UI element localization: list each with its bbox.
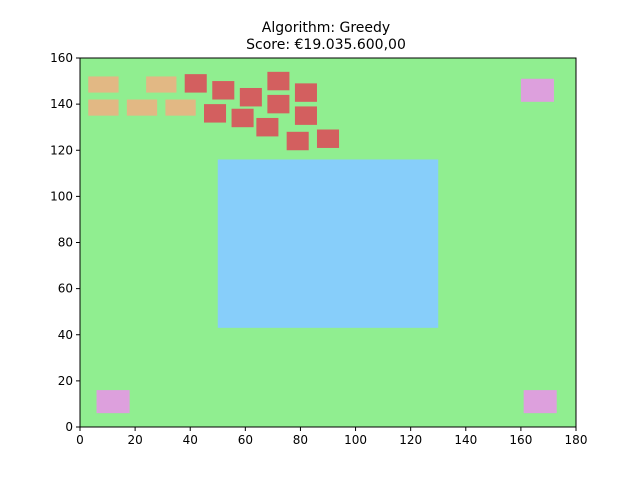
red-box-3 [239, 87, 262, 107]
red-box-9 [267, 94, 290, 114]
y-tick-label-60: 60 [58, 282, 73, 296]
x-tick-label-40: 40 [183, 433, 198, 447]
red-box-7 [231, 108, 254, 128]
red-box-12 [316, 129, 340, 148]
y-tick-label-40: 40 [58, 328, 73, 342]
red-box-4 [267, 71, 290, 91]
y-tick-label-100: 100 [50, 189, 73, 203]
corner-box-2 [523, 390, 557, 414]
x-tick-label-140: 140 [454, 433, 477, 447]
x-tick-label-60: 60 [238, 433, 253, 447]
y-tick-label-20: 20 [58, 374, 73, 388]
red-box-5 [294, 83, 317, 102]
red-box-2 [212, 81, 235, 100]
red-box-8 [256, 117, 279, 137]
red-box-10 [294, 106, 317, 125]
red-box-11 [286, 131, 309, 151]
x-tick-label-20: 20 [127, 433, 142, 447]
x-tick-label-100: 100 [344, 433, 367, 447]
plot-area [80, 58, 576, 427]
chart-title-line-2: Score: €19.035.600,00 [246, 37, 406, 53]
tan-box-1 [88, 76, 119, 93]
y-tick-label-120: 120 [50, 143, 73, 157]
chart-title-line-1: Algorithm: Greedy [262, 20, 390, 36]
tan-box-4 [126, 99, 158, 116]
main-area-rect [217, 159, 439, 328]
y-tick-label-80: 80 [58, 236, 73, 250]
x-tick-label-160: 160 [509, 433, 532, 447]
tan-box-3 [88, 99, 119, 116]
corner-box-1 [96, 390, 130, 414]
x-tick-label-0: 0 [76, 433, 84, 447]
tan-box-2 [146, 76, 177, 93]
red-box-6 [204, 104, 227, 123]
y-tick-label-140: 140 [50, 97, 73, 111]
x-tick-label-80: 80 [293, 433, 308, 447]
tan-box-5 [165, 99, 196, 116]
corner-box-3 [520, 78, 554, 102]
y-tick-label-0: 0 [65, 420, 73, 434]
y-tick-label-160: 160 [50, 51, 73, 65]
axes: 0 20 40 60 80 100 120 140 160 180 0 20 40 60 80 100 120 1… [50, 51, 587, 447]
x-tick-label-120: 120 [399, 433, 422, 447]
red-box-1 [184, 74, 207, 93]
x-tick-label-180: 180 [565, 433, 588, 447]
